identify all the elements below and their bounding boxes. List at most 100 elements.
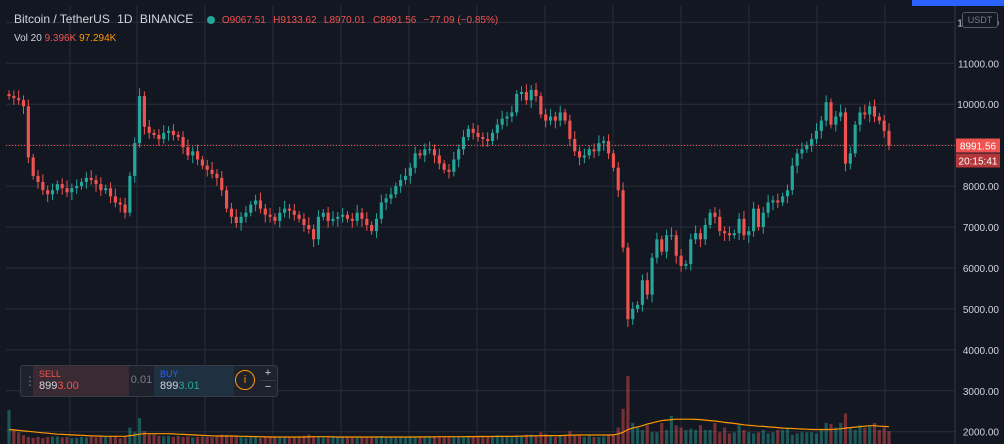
y-tick-label: 10000.00 bbox=[957, 100, 999, 111]
ohlc-close: C8991.56 bbox=[372, 15, 417, 26]
volume-bar bbox=[694, 429, 698, 444]
volume-bar bbox=[46, 436, 50, 444]
candle-body bbox=[727, 233, 732, 236]
candle-body bbox=[7, 94, 11, 97]
candle-body bbox=[457, 149, 461, 160]
volume-bar bbox=[829, 424, 833, 444]
candle-body bbox=[186, 147, 190, 156]
candle-body bbox=[481, 136, 485, 140]
candle-body bbox=[394, 186, 398, 195]
candle-body bbox=[529, 89, 533, 101]
candle-body bbox=[210, 169, 214, 174]
volume-bar bbox=[55, 436, 59, 444]
volume-bar bbox=[268, 436, 272, 444]
volume-ma-line bbox=[8, 418, 890, 438]
candle-body bbox=[215, 173, 219, 178]
volume-bar bbox=[166, 435, 171, 444]
volume-bar bbox=[94, 437, 98, 444]
candle-body bbox=[660, 239, 664, 252]
volume-bar bbox=[645, 425, 649, 444]
candle-body bbox=[176, 134, 180, 137]
candle-body bbox=[752, 208, 756, 232]
volume-bar bbox=[79, 436, 84, 444]
sell-button[interactable]: SELL 8993.00 bbox=[33, 366, 129, 396]
increase-button[interactable]: + bbox=[261, 367, 275, 381]
volume-bar bbox=[65, 436, 69, 444]
volume-bar bbox=[418, 436, 422, 444]
y-tick-label: 7000.00 bbox=[963, 223, 1000, 234]
volume-bar bbox=[476, 436, 480, 444]
top-right-button[interactable] bbox=[912, 0, 1004, 6]
candle-body bbox=[510, 112, 514, 117]
candle-body bbox=[268, 214, 272, 217]
volume-bar bbox=[563, 434, 567, 444]
ohlc-high: H9133.62 bbox=[273, 15, 317, 26]
volume-bar bbox=[423, 436, 427, 444]
candle-body bbox=[152, 132, 156, 135]
candle-body bbox=[515, 94, 519, 113]
candle-body bbox=[292, 210, 296, 215]
candle-body bbox=[863, 112, 867, 115]
candle-body bbox=[302, 218, 306, 225]
volume-bar bbox=[636, 427, 640, 444]
volume-bar bbox=[655, 432, 659, 444]
volume-bar bbox=[355, 436, 359, 444]
candle-body bbox=[539, 96, 543, 115]
candle-body bbox=[795, 153, 799, 166]
volume-bar bbox=[848, 427, 852, 444]
candle-body bbox=[220, 177, 224, 191]
candle-body bbox=[384, 198, 388, 203]
volume-bar bbox=[287, 436, 292, 444]
candle-body bbox=[597, 143, 601, 152]
candle-body bbox=[848, 153, 852, 164]
candle-body bbox=[128, 175, 132, 213]
decrease-button[interactable]: − bbox=[264, 381, 272, 393]
volume-bar bbox=[752, 433, 756, 444]
info-icon[interactable]: i bbox=[235, 370, 255, 390]
volume-bar bbox=[389, 436, 393, 444]
candle-body bbox=[65, 188, 69, 193]
volume-bar bbox=[384, 436, 388, 444]
candle-body bbox=[824, 102, 828, 121]
volume-bar bbox=[99, 436, 103, 444]
volume-bar bbox=[60, 437, 64, 444]
candle-body bbox=[428, 149, 432, 151]
volume-bar bbox=[307, 434, 311, 444]
symbol-legend: Bitcoin / TetherUS 1D BINANCE O9067.51 H… bbox=[14, 12, 502, 26]
candle-body bbox=[196, 151, 200, 160]
candle-body bbox=[742, 218, 746, 236]
buy-button[interactable]: BUY 8993.01 bbox=[154, 366, 234, 396]
volume-bar bbox=[486, 436, 490, 444]
volume-bar bbox=[573, 435, 577, 444]
volume-bar bbox=[882, 427, 886, 444]
candle-body bbox=[331, 218, 335, 221]
candle-body bbox=[877, 116, 881, 121]
candle-body bbox=[147, 126, 151, 133]
volume-bar bbox=[872, 422, 877, 444]
y-tick-label: 11000.00 bbox=[958, 59, 999, 70]
buy-price: 8993.01 bbox=[160, 380, 200, 392]
ohlc-open: O9067.51 bbox=[221, 15, 266, 26]
candle-body bbox=[239, 216, 243, 223]
currency-badge[interactable]: USDT bbox=[962, 12, 998, 28]
volume-bar bbox=[244, 437, 248, 444]
volume-bar bbox=[534, 435, 538, 444]
candle-body bbox=[766, 202, 770, 213]
candle-body bbox=[79, 182, 84, 187]
candle-body bbox=[108, 188, 113, 197]
candle-body bbox=[524, 91, 528, 101]
volume-bar bbox=[790, 434, 794, 444]
volume-bar bbox=[505, 435, 509, 444]
candle-body bbox=[123, 204, 127, 213]
volume-bar bbox=[640, 429, 644, 444]
candle-body bbox=[689, 239, 693, 264]
volume-bar bbox=[263, 436, 267, 444]
candle-body bbox=[312, 229, 316, 240]
candle-body bbox=[181, 136, 185, 148]
candle-body bbox=[423, 149, 427, 156]
volume-bar bbox=[50, 436, 55, 444]
ohlc-low: L8970.01 bbox=[323, 15, 366, 26]
volume-bar bbox=[669, 415, 673, 444]
candle-body bbox=[626, 247, 630, 320]
